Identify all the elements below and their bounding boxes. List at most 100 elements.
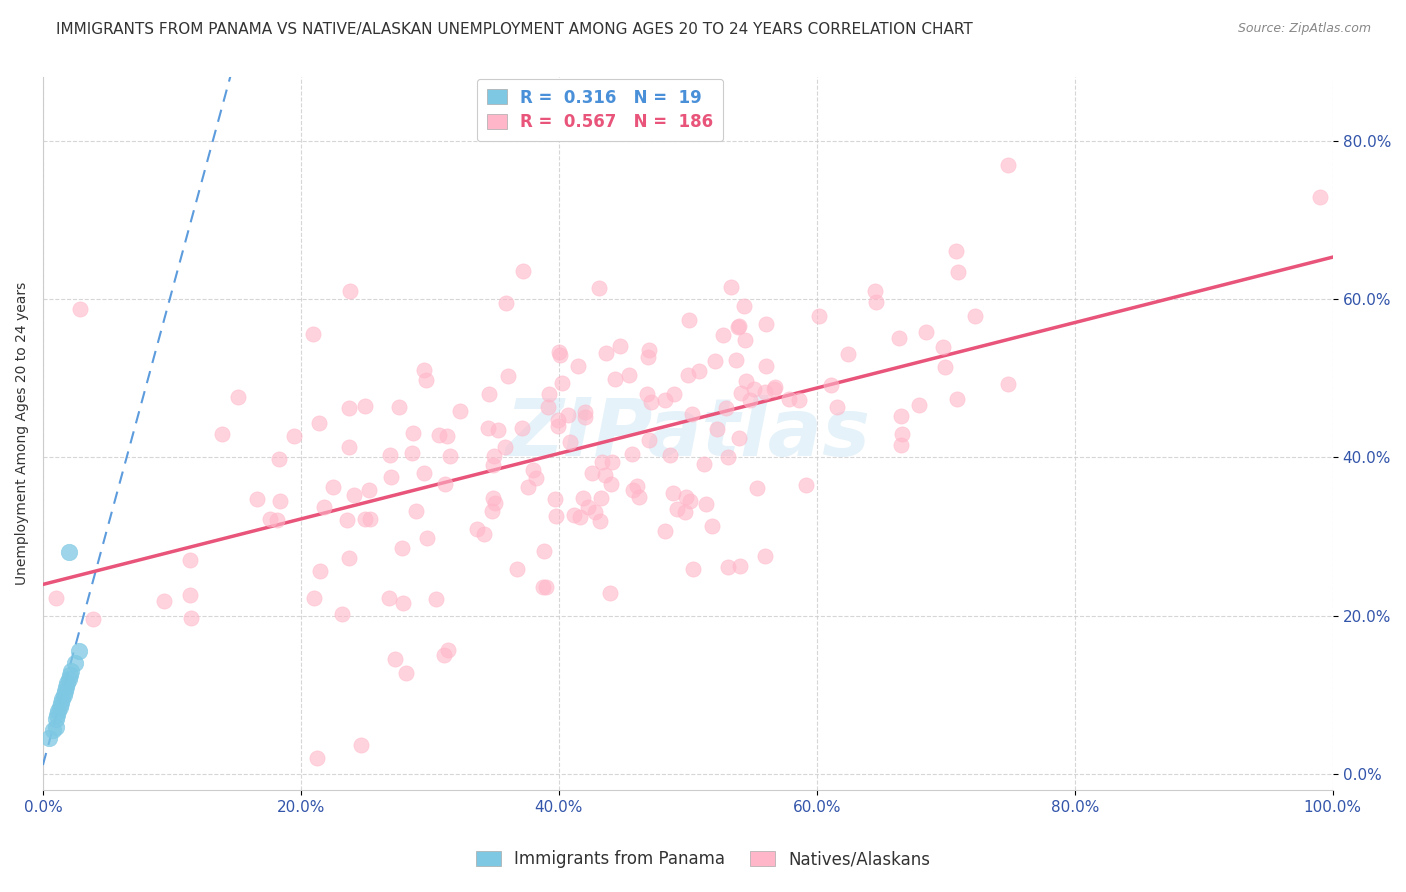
Point [738, 393, 761, 408]
Text: Source: ZipAtlas.com: Source: ZipAtlas.com [1237, 22, 1371, 36]
Point [997, 376, 1019, 391]
Point [494, 440, 516, 454]
Point [820, 378, 842, 392]
Point [754, 385, 776, 400]
Point [562, 508, 585, 523]
Point [402, 425, 425, 440]
Point [654, 393, 676, 408]
Point [517, 480, 540, 494]
Point [807, 309, 830, 323]
Point [744, 382, 766, 396]
Point [437, 643, 460, 657]
Point [533, 543, 555, 558]
Point [427, 428, 450, 442]
Point [45, 712, 67, 726]
Point [583, 505, 606, 519]
Point [863, 284, 886, 298]
Point [482, 450, 505, 464]
Point [433, 648, 456, 663]
Point [1309, 190, 1331, 204]
Point [548, 348, 571, 362]
Point [763, 379, 786, 393]
Point [603, 372, 626, 386]
Point [314, 500, 336, 515]
Point [392, 596, 415, 610]
Point [547, 345, 569, 359]
Point [711, 328, 734, 343]
Point [571, 491, 593, 505]
Point [728, 558, 751, 573]
Point [621, 447, 644, 461]
Point [676, 368, 699, 382]
Point [401, 446, 423, 460]
Point [716, 401, 738, 415]
Point [682, 562, 704, 576]
Point [425, 591, 447, 606]
Point [477, 421, 499, 435]
Point [595, 346, 617, 360]
Point [963, 310, 986, 324]
Point [547, 413, 569, 427]
Point [693, 457, 716, 471]
Point [600, 455, 623, 469]
Point [211, 426, 233, 441]
Point [357, 483, 380, 497]
Point [734, 333, 756, 347]
Point [637, 343, 659, 357]
Point [662, 386, 685, 401]
Point [654, 524, 676, 538]
Point [706, 422, 728, 436]
Point [337, 551, 360, 566]
Point [434, 477, 457, 491]
Point [266, 513, 288, 527]
Point [568, 510, 591, 524]
Point [391, 541, 413, 556]
Point [380, 448, 402, 462]
Point [755, 359, 778, 373]
Point [591, 455, 613, 469]
Point [591, 491, 613, 505]
Point [339, 441, 361, 455]
Point [915, 325, 938, 339]
Point [350, 739, 373, 753]
Point [778, 392, 800, 406]
Point [724, 352, 747, 367]
Point [531, 580, 554, 594]
Point [63, 656, 86, 670]
Point [58, 545, 80, 559]
Point [305, 751, 328, 765]
Point [636, 387, 658, 401]
Text: IMMIGRANTS FROM PANAMA VS NATIVE/ALASKAN UNEMPLOYMENT AMONG AGES 20 TO 24 YEARS : IMMIGRANTS FROM PANAMA VS NATIVE/ALASKAN… [56, 22, 973, 37]
Point [436, 429, 458, 443]
Point [482, 491, 505, 505]
Point [58, 672, 80, 686]
Point [55, 680, 77, 694]
Point [506, 561, 529, 575]
Point [637, 350, 659, 364]
Point [599, 477, 621, 491]
Point [48, 704, 70, 718]
Point [45, 591, 67, 605]
Point [717, 450, 740, 465]
Point [659, 448, 682, 462]
Point [309, 564, 332, 578]
Point [522, 463, 544, 477]
Point [69, 301, 91, 316]
Point [478, 387, 501, 401]
Point [534, 580, 557, 594]
Point [678, 313, 700, 327]
Point [576, 500, 599, 514]
Point [628, 490, 651, 504]
Point [619, 368, 641, 383]
Point [637, 433, 659, 447]
Point [304, 591, 326, 605]
Point [825, 400, 848, 414]
Point [53, 684, 76, 698]
Point [728, 431, 751, 445]
Point [890, 409, 912, 423]
Y-axis label: Unemployment Among Ages 20 to 24 years: Unemployment Among Ages 20 to 24 years [15, 282, 30, 585]
Point [908, 398, 931, 412]
Point [787, 392, 810, 407]
Point [727, 320, 749, 334]
Point [547, 419, 569, 434]
